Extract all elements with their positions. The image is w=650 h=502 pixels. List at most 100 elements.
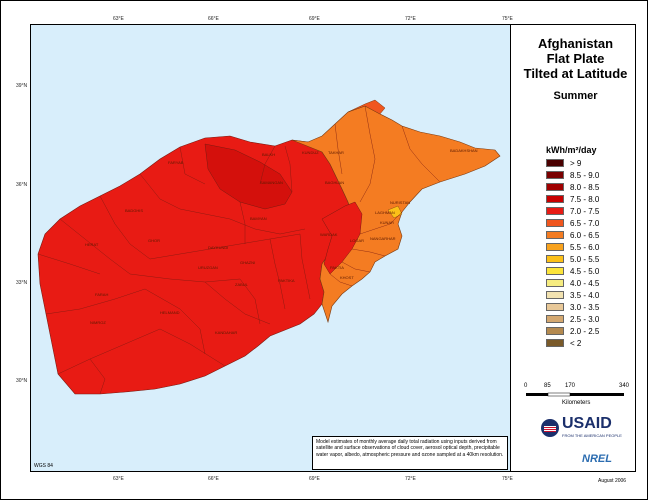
region-yellow-patch xyxy=(387,205,403,219)
legend-item: 5.0 - 5.5 xyxy=(546,254,599,264)
lat-tick: 33°N xyxy=(16,280,28,286)
legend-item: < 2 xyxy=(546,338,581,348)
usaid-tagline: FROM THE AMERICAN PEOPLE xyxy=(562,433,622,438)
datum-label: WGS 84 xyxy=(34,463,53,469)
svg-text:HERAT: HERAT xyxy=(85,242,99,247)
lon-tick: 75°E xyxy=(502,476,513,482)
lon-tick: 66°E xyxy=(208,16,219,22)
scale-tick: 85 xyxy=(544,383,551,389)
legend-swatch xyxy=(546,255,564,263)
legend-label: 6.5 - 7.0 xyxy=(570,218,600,228)
legend-label: 5.5 - 6.0 xyxy=(570,242,600,252)
svg-text:PAKTIA: PAKTIA xyxy=(330,265,344,270)
legend-swatch xyxy=(546,267,564,275)
legend-label: < 2 xyxy=(570,338,582,348)
legend-swatch xyxy=(546,219,564,227)
svg-text:LOGAR: LOGAR xyxy=(350,238,364,243)
lon-tick: 69°E xyxy=(309,476,320,482)
svg-text:ZABUL: ZABUL xyxy=(235,282,249,287)
title-line: Flat Plate xyxy=(546,51,605,66)
scale-tick: 340 xyxy=(619,383,630,389)
svg-text:GHAZNI: GHAZNI xyxy=(240,260,255,265)
svg-text:KUNDUZ: KUNDUZ xyxy=(302,150,319,155)
svg-text:FARAH: FARAH xyxy=(95,292,108,297)
legend-swatch xyxy=(546,171,564,179)
legend-panel xyxy=(511,24,636,472)
lon-tick: 69°E xyxy=(309,16,320,22)
legend-title: kWh/m²/day xyxy=(546,145,597,155)
svg-text:BAGHLAN: BAGHLAN xyxy=(325,180,344,185)
scale-tick: 0 xyxy=(524,383,528,389)
legend-item: > 9 xyxy=(546,158,581,168)
svg-text:BALKH: BALKH xyxy=(262,152,275,157)
svg-text:NANGARHAR: NANGARHAR xyxy=(370,236,396,241)
svg-text:KUNAR: KUNAR xyxy=(380,220,394,225)
lon-tick: 72°E xyxy=(405,16,416,22)
lat-tick: 39°N xyxy=(16,83,28,89)
legend-item: 5.5 - 6.0 xyxy=(546,242,599,252)
legend-item: 8.0 - 8.5 xyxy=(546,182,599,192)
province-labels: FARYAB BALKH KUNDUZ TAKHAR SAMANGAN BADG… xyxy=(85,148,478,335)
svg-text:BADGHIS: BADGHIS xyxy=(125,208,143,213)
svg-text:BADAKHSHAN: BADAKHSHAN xyxy=(450,148,478,153)
scale-tick: 170 xyxy=(565,383,576,389)
lat-tick: 30°N xyxy=(16,378,28,384)
lon-tick: 63°E xyxy=(113,16,124,22)
legend-item: 3.5 - 4.0 xyxy=(546,290,599,300)
legend-swatch xyxy=(546,339,564,347)
title-line: Afghanistan xyxy=(537,36,614,51)
legend-item: 7.5 - 8.0 xyxy=(546,194,599,204)
afghanistan-map: FARYAB BALKH KUNDUZ TAKHAR SAMANGAN BADG… xyxy=(37,99,501,395)
svg-text:KANDAHAR: KANDAHAR xyxy=(215,330,237,335)
legend-swatch xyxy=(546,183,564,191)
svg-text:SAMANGAN: SAMANGAN xyxy=(260,180,283,185)
legend-swatch xyxy=(546,159,564,167)
title-line: Tilted at Latitude xyxy=(523,66,628,81)
legend-label: > 9 xyxy=(570,158,582,168)
legend-label: 7.5 - 8.0 xyxy=(570,194,600,204)
legend-label: 6.0 - 6.5 xyxy=(570,230,600,240)
map-area[interactable]: FARYAB BALKH KUNDUZ TAKHAR SAMANGAN BADG… xyxy=(30,24,511,472)
legend-label: 5.0 - 5.5 xyxy=(570,254,600,264)
province-lines xyxy=(37,105,441,395)
legend-item: 6.0 - 6.5 xyxy=(546,230,599,240)
legend-swatch xyxy=(546,279,564,287)
usaid-logo: USAID xyxy=(562,415,612,432)
usaid-seal xyxy=(540,418,560,443)
season-label: Summer xyxy=(553,90,598,102)
lon-tick: 75°E xyxy=(502,16,513,22)
legend-label: 8.5 - 9.0 xyxy=(570,170,600,180)
svg-text:GHOR: GHOR xyxy=(148,238,160,243)
scale-bar: 0 85 170 340 Kilometers xyxy=(522,383,632,406)
scale-bar-graphic xyxy=(526,392,624,397)
legend-label: 4.5 - 5.0 xyxy=(570,266,600,276)
legend-label: 3.5 - 4.0 xyxy=(570,290,600,300)
legend-swatch xyxy=(546,303,564,311)
region-dark xyxy=(204,143,293,210)
legend-swatch xyxy=(546,243,564,251)
legend-swatch xyxy=(546,195,564,203)
svg-text:LAGHMAN: LAGHMAN xyxy=(375,210,395,215)
legend-swatch xyxy=(546,327,564,335)
svg-text:WARDAK: WARDAK xyxy=(320,232,338,237)
legend-swatch xyxy=(546,315,564,323)
legend-item: 3.0 - 3.5 xyxy=(546,302,599,312)
svg-text:URUZGAN: URUZGAN xyxy=(198,265,218,270)
svg-text:NURISTAN: NURISTAN xyxy=(390,200,410,205)
legend-item: 8.5 - 9.0 xyxy=(546,170,599,180)
legend-label: 7.0 - 7.5 xyxy=(570,206,600,216)
legend-swatch xyxy=(546,231,564,239)
methodology-note: Model estimates of monthly average daily… xyxy=(312,436,508,470)
lat-tick: 36°N xyxy=(16,182,28,188)
nrel-logo: NREL xyxy=(582,453,612,465)
lon-tick: 63°E xyxy=(113,476,124,482)
region-red-wedge xyxy=(321,201,363,275)
map-title: Afghanistan Flat Plate Tilted at Latitud… xyxy=(518,36,633,81)
legend-label: 2.5 - 3.0 xyxy=(570,314,600,324)
svg-text:PAKTIKA: PAKTIKA xyxy=(278,278,295,283)
legend-label: 2.0 - 2.5 xyxy=(570,326,600,336)
legend-item: 2.5 - 3.0 xyxy=(546,314,599,324)
country-body xyxy=(37,135,357,395)
legend-label: 3.0 - 3.5 xyxy=(570,302,600,312)
